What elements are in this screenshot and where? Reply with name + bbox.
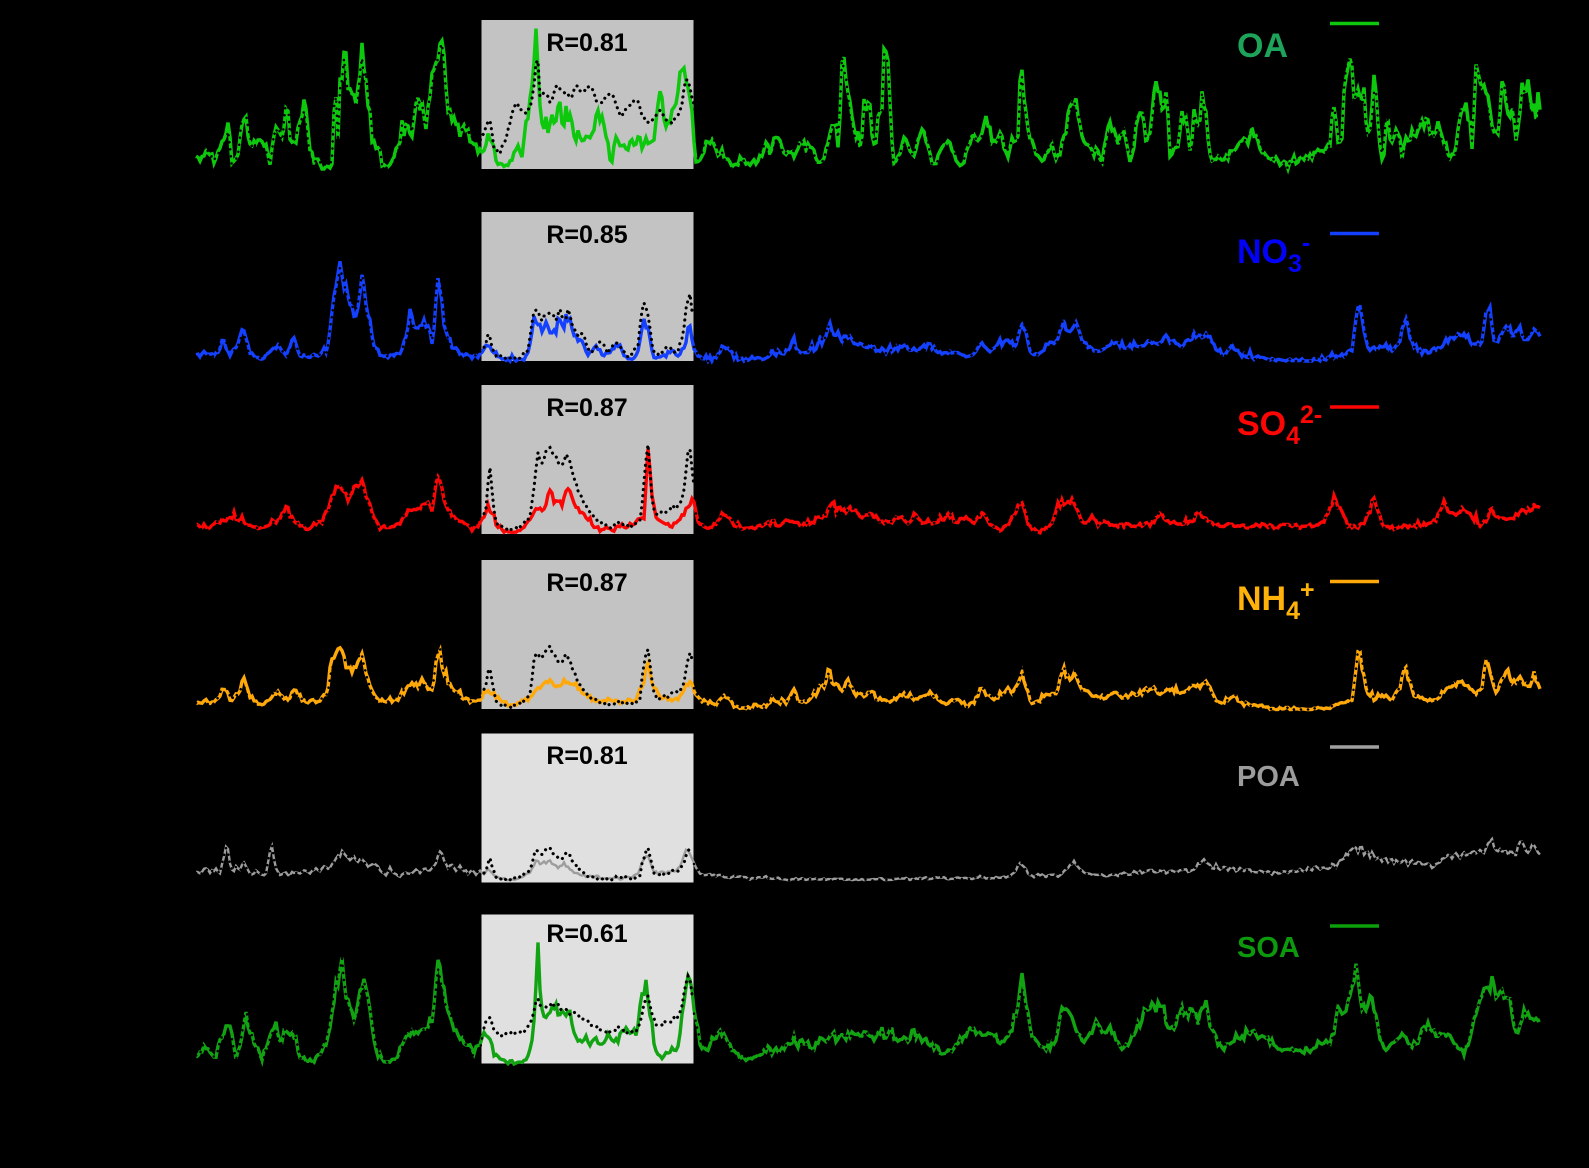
svg-text:OA: OA (1237, 27, 1288, 65)
svg-text:R=0.85: R=0.85 (546, 221, 627, 249)
svg-text:R=0.81: R=0.81 (546, 742, 627, 770)
svg-text:SOA: SOA (1237, 932, 1300, 964)
svg-text:POA: POA (1237, 761, 1300, 793)
svg-text:R=0.87: R=0.87 (546, 394, 627, 422)
svg-text:R=0.87: R=0.87 (546, 569, 627, 597)
svg-text:R=0.61: R=0.61 (546, 920, 627, 948)
svg-text:R=0.81: R=0.81 (546, 29, 627, 57)
